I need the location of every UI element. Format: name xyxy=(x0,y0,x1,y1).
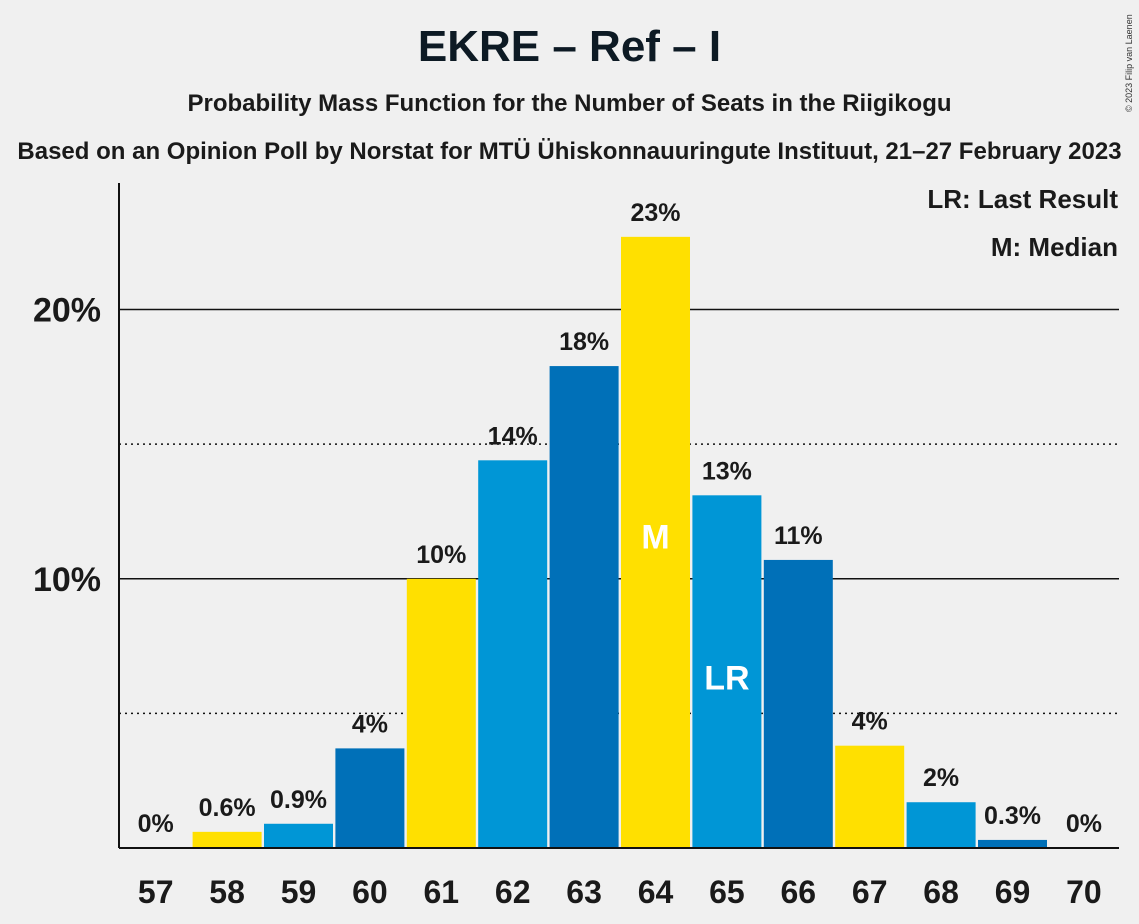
x-tick-label: 68 xyxy=(923,874,959,910)
data-labels: 0% 0.6% 0.9% 4% 10% 14% 18% 23% M 13% LR 11% 4% 2% 0.3… xyxy=(138,199,1102,838)
data-label-69: 0.3% xyxy=(984,802,1041,830)
x-tick-label: 70 xyxy=(1066,874,1102,910)
data-label-60: 4% xyxy=(352,710,388,738)
axes: 10% 20% 57 58 59 60 61 62 63 64 65 66 67 68 69 70 xyxy=(33,183,1119,910)
bar-62 xyxy=(478,460,548,848)
bar-67 xyxy=(835,745,905,848)
x-tick-label: 60 xyxy=(352,874,388,910)
data-label-68: 2% xyxy=(923,764,959,792)
data-label-65: 13% xyxy=(702,457,752,485)
x-tick-label: 64 xyxy=(638,874,674,910)
x-tick-label: 67 xyxy=(852,874,888,910)
x-tick-label: 62 xyxy=(495,874,531,910)
bar-63 xyxy=(549,366,619,848)
bar-58 xyxy=(192,831,262,848)
data-label-70: 0% xyxy=(1066,810,1102,838)
data-label-62: 14% xyxy=(488,422,538,450)
bar-64 xyxy=(621,236,690,848)
x-tick-label: 63 xyxy=(566,874,602,910)
chart-subtitle: Probability Mass Function for the Number… xyxy=(187,90,952,117)
chart-source: Based on an Opinion Poll by Norstat for … xyxy=(17,138,1122,165)
data-label-67: 4% xyxy=(852,708,888,736)
x-tick-label: 61 xyxy=(424,874,460,910)
data-label-66: 11% xyxy=(774,522,823,550)
y-tick-label: 10% xyxy=(33,561,101,599)
x-tick-label: 69 xyxy=(995,874,1031,910)
chart-title: EKRE – Ref – I xyxy=(417,22,722,71)
bars xyxy=(192,236,1047,848)
bar-69 xyxy=(978,839,1047,848)
copyright-notice: © 2023 Filip van Laenen xyxy=(1124,14,1134,112)
grid-lines xyxy=(119,308,1119,715)
bar-68 xyxy=(906,802,976,848)
x-tick-label: 66 xyxy=(781,874,817,910)
data-label-57: 0% xyxy=(138,810,174,838)
bar-66 xyxy=(763,559,833,848)
data-label-59: 0.9% xyxy=(270,786,327,814)
x-tick-label: 59 xyxy=(281,874,317,910)
x-tick-label: 58 xyxy=(209,874,245,910)
data-label-58: 0.6% xyxy=(199,794,256,822)
bar-59 xyxy=(264,823,333,848)
median-marker: M xyxy=(641,519,669,557)
legend-last-result: LR: Last Result xyxy=(927,184,1118,214)
bar-60 xyxy=(335,748,405,848)
y-tick-label: 20% xyxy=(33,292,101,330)
last-result-marker: LR xyxy=(704,659,749,697)
x-tick-label: 65 xyxy=(709,874,745,910)
data-label-63: 18% xyxy=(559,328,609,356)
bar-61 xyxy=(406,578,476,848)
bar-65 xyxy=(692,495,762,848)
legend-median: M: Median xyxy=(990,232,1118,262)
x-tick-label: 57 xyxy=(138,874,174,910)
data-label-61: 10% xyxy=(416,541,466,569)
data-label-64: 23% xyxy=(630,199,680,227)
